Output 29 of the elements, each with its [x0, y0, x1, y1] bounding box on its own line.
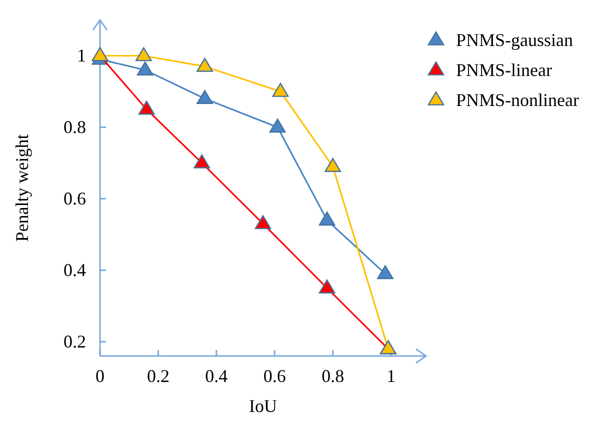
point [196, 90, 213, 104]
x-tick-label: 0 [96, 366, 104, 386]
legend-label: PNMS-linear [456, 60, 552, 80]
y-tick-label: 0.8 [64, 117, 86, 138]
point [377, 265, 394, 280]
point [135, 47, 152, 62]
y-tick-label: 0.4 [64, 260, 86, 280]
y-tick-label: 0.2 [64, 332, 86, 352]
y-tick-label: 1 [77, 46, 86, 66]
x-tick-label: 0.6 [263, 366, 286, 386]
point [194, 154, 210, 168]
point [318, 279, 336, 294]
point [269, 118, 286, 133]
point [324, 158, 342, 172]
point [272, 82, 289, 97]
x-tick-label: 0.8 [322, 366, 344, 386]
point [318, 212, 336, 226]
point [138, 100, 155, 115]
point [254, 215, 272, 230]
x-tick-label: 1 [386, 366, 396, 386]
legend-label: PNMS-nonlinear [456, 90, 579, 110]
point [196, 58, 213, 72]
x-tick-label: 0.2 [146, 366, 170, 386]
x-axis-title: IoU [249, 396, 277, 416]
y-axis-title: Penalty weight [12, 134, 32, 242]
legend-label: PNMS-gaussian [456, 30, 574, 50]
x-tick-label: 0.4 [205, 366, 228, 386]
y-tick-label: 0.6 [64, 188, 86, 209]
point [136, 61, 154, 76]
